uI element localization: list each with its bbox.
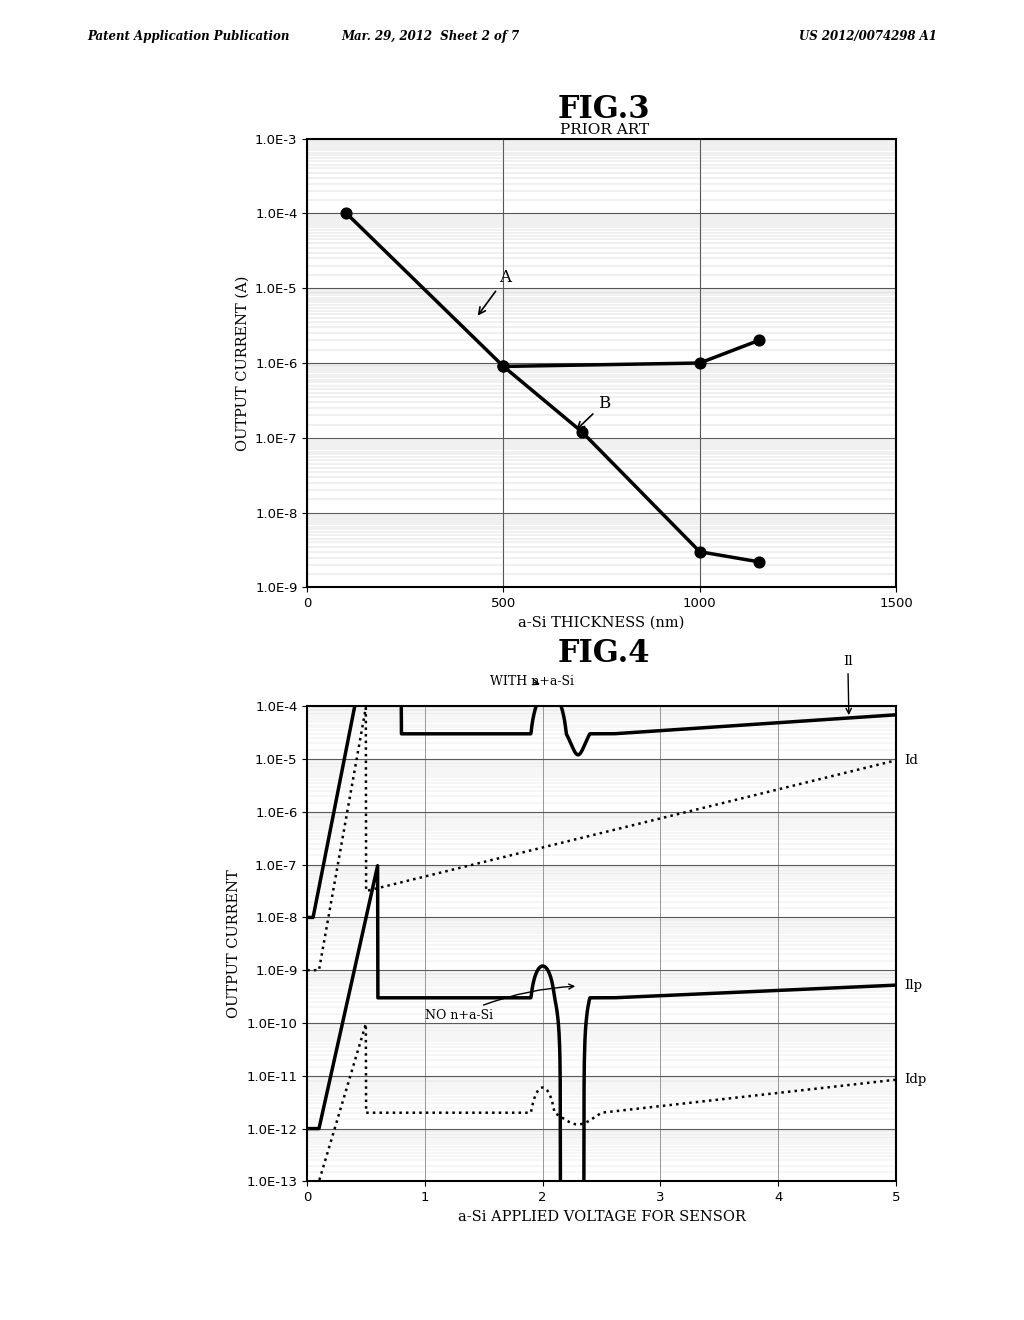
Text: Id: Id xyxy=(904,754,919,767)
Text: B: B xyxy=(578,395,610,429)
Text: Idp: Idp xyxy=(904,1073,927,1086)
Text: Patent Application Publication: Patent Application Publication xyxy=(87,30,290,44)
Point xyxy=(573,421,590,442)
Point xyxy=(496,356,512,378)
Text: Il: Il xyxy=(843,655,853,714)
Point xyxy=(496,356,512,378)
Text: WITH n+a-Si: WITH n+a-Si xyxy=(489,676,573,688)
Text: FIG.3: FIG.3 xyxy=(558,95,650,125)
Point xyxy=(751,552,767,573)
Point xyxy=(338,203,354,224)
X-axis label: a-Si APPLIED VOLTAGE FOR SENSOR: a-Si APPLIED VOLTAGE FOR SENSOR xyxy=(458,1209,745,1224)
Y-axis label: OUTPUT CURRENT: OUTPUT CURRENT xyxy=(227,870,241,1018)
Text: Ilp: Ilp xyxy=(904,978,923,991)
Point xyxy=(751,330,767,351)
Text: PRIOR ART: PRIOR ART xyxy=(559,123,649,137)
Text: US 2012/0074298 A1: US 2012/0074298 A1 xyxy=(799,30,937,44)
Text: NO n+a-Si: NO n+a-Si xyxy=(425,985,573,1022)
Text: A: A xyxy=(479,269,512,314)
Point xyxy=(691,352,708,374)
Text: FIG.4: FIG.4 xyxy=(558,639,650,669)
Text: Mar. 29, 2012  Sheet 2 of 7: Mar. 29, 2012 Sheet 2 of 7 xyxy=(341,30,519,44)
Y-axis label: OUTPUT CURRENT (A): OUTPUT CURRENT (A) xyxy=(236,276,250,450)
Point xyxy=(691,541,708,562)
X-axis label: a-Si THICKNESS (nm): a-Si THICKNESS (nm) xyxy=(518,615,685,630)
